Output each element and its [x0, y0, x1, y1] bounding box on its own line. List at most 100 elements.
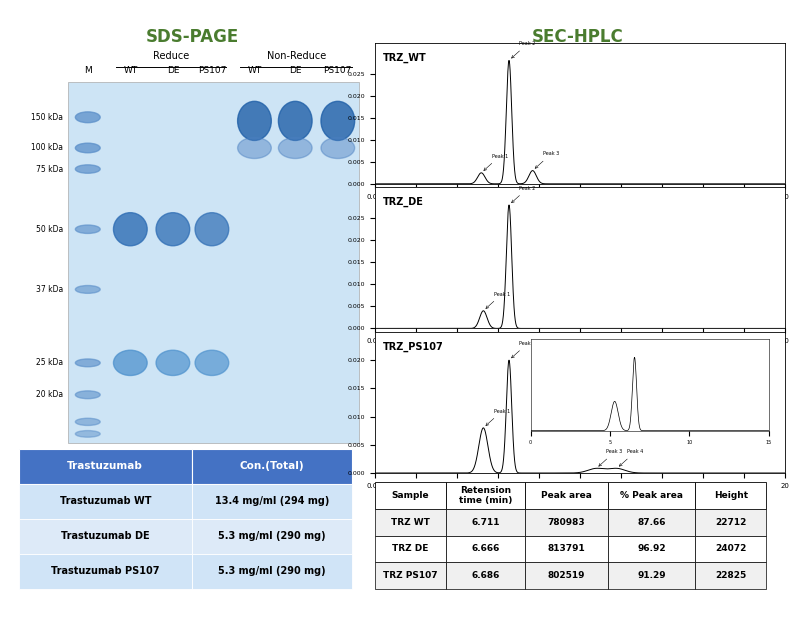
Ellipse shape [156, 350, 190, 376]
Ellipse shape [195, 350, 229, 376]
Text: 24072: 24072 [715, 544, 747, 554]
Bar [69, 82, 359, 443]
Text: Peak 4: Peak 4 [619, 450, 643, 466]
Text: Peak 1: Peak 1 [486, 409, 510, 426]
Ellipse shape [76, 391, 100, 399]
Bar [192, 554, 352, 589]
Bar [525, 535, 608, 562]
Text: Peak 3: Peak 3 [599, 450, 622, 466]
Text: 813791: 813791 [548, 544, 586, 554]
Text: 6.711: 6.711 [471, 518, 500, 527]
Text: 20 kDa: 20 kDa [36, 390, 63, 399]
Bar [525, 508, 608, 535]
Text: Sample: Sample [392, 491, 430, 500]
Bar [608, 562, 696, 589]
Text: Peak 2: Peak 2 [512, 186, 536, 203]
Ellipse shape [113, 213, 147, 246]
Text: 802519: 802519 [548, 571, 586, 581]
Text: Peak 1: Peak 1 [484, 154, 508, 171]
Text: Con.(Total): Con.(Total) [240, 461, 304, 472]
Ellipse shape [76, 359, 100, 367]
Text: PS107: PS107 [324, 66, 352, 75]
Text: 5.3 mg/ml (290 mg): 5.3 mg/ml (290 mg) [218, 531, 326, 541]
Text: Trastuzumab: Trastuzumab [68, 461, 143, 472]
Text: TRZ_PS107: TRZ_PS107 [383, 342, 444, 352]
Bar [375, 508, 446, 535]
Text: % Peak area: % Peak area [620, 491, 683, 500]
Bar [696, 535, 767, 562]
Text: PS107: PS107 [198, 66, 226, 75]
Text: Trastuzumab WT: Trastuzumab WT [60, 497, 151, 506]
Bar [18, 484, 192, 519]
Text: Peak 1: Peak 1 [486, 292, 510, 308]
Text: WT: WT [124, 66, 137, 75]
Text: Peak 3: Peak 3 [535, 152, 559, 168]
Text: Trastuzumab PS107: Trastuzumab PS107 [51, 566, 159, 576]
Bar [18, 449, 192, 484]
Text: TRZ_WT: TRZ_WT [383, 53, 426, 63]
Ellipse shape [76, 418, 100, 426]
Text: 96.92: 96.92 [638, 544, 666, 554]
Text: 13.4 mg/ml (294 mg): 13.4 mg/ml (294 mg) [215, 497, 329, 506]
Bar [375, 562, 446, 589]
Bar [525, 482, 608, 508]
Text: Trastuzumab DE: Trastuzumab DE [61, 531, 150, 541]
Text: Height: Height [714, 491, 748, 500]
Bar [696, 508, 767, 535]
Ellipse shape [278, 102, 312, 140]
Ellipse shape [76, 112, 100, 123]
Text: DE: DE [289, 66, 301, 75]
Ellipse shape [76, 431, 100, 437]
Bar [192, 519, 352, 554]
Ellipse shape [321, 102, 355, 140]
Bar [446, 482, 525, 508]
Bar [446, 535, 525, 562]
Text: Reduce: Reduce [153, 51, 189, 61]
Bar [18, 554, 192, 589]
Text: TRZ PS107: TRZ PS107 [383, 571, 438, 581]
Bar [608, 508, 696, 535]
Ellipse shape [113, 350, 147, 376]
Text: M: M [84, 66, 92, 75]
Text: Peak area: Peak area [541, 491, 592, 500]
Text: SEC-HPLC: SEC-HPLC [532, 28, 624, 46]
Bar [446, 562, 525, 589]
Text: 22712: 22712 [715, 518, 747, 527]
Text: DE: DE [167, 66, 179, 75]
Ellipse shape [195, 213, 229, 246]
Text: 150 kDa: 150 kDa [31, 113, 63, 122]
Ellipse shape [76, 143, 100, 153]
Text: 6.666: 6.666 [471, 544, 500, 554]
Text: Peak 2: Peak 2 [512, 341, 536, 358]
Text: TRZ DE: TRZ DE [392, 544, 429, 554]
Bar [446, 508, 525, 535]
Text: 22825: 22825 [715, 571, 747, 581]
Text: WT: WT [247, 66, 261, 75]
Bar [525, 562, 608, 589]
Text: 37 kDa: 37 kDa [36, 285, 63, 294]
Bar [18, 519, 192, 554]
Text: 780983: 780983 [548, 518, 586, 527]
Bar [192, 484, 352, 519]
Text: 5.3 mg/ml (290 mg): 5.3 mg/ml (290 mg) [218, 566, 326, 576]
Text: 50 kDa: 50 kDa [36, 224, 63, 234]
Bar [375, 482, 446, 508]
Text: 6.686: 6.686 [471, 571, 500, 581]
Bar [608, 535, 696, 562]
X-axis label: Minutes: Minutes [563, 345, 596, 354]
Ellipse shape [238, 137, 271, 159]
Bar [192, 449, 352, 484]
Ellipse shape [156, 213, 190, 246]
Ellipse shape [76, 165, 100, 173]
Text: Retension
time (min): Retension time (min) [459, 485, 512, 505]
Text: TRZ WT: TRZ WT [391, 518, 430, 527]
Ellipse shape [278, 137, 312, 159]
Ellipse shape [321, 137, 355, 159]
Text: 91.29: 91.29 [638, 571, 666, 581]
Text: Non-Reduce: Non-Reduce [266, 51, 326, 61]
Bar [696, 482, 767, 508]
Bar [375, 535, 446, 562]
Text: Peak 2: Peak 2 [512, 41, 536, 58]
Text: 87.66: 87.66 [638, 518, 666, 527]
Text: 75 kDa: 75 kDa [36, 164, 63, 174]
